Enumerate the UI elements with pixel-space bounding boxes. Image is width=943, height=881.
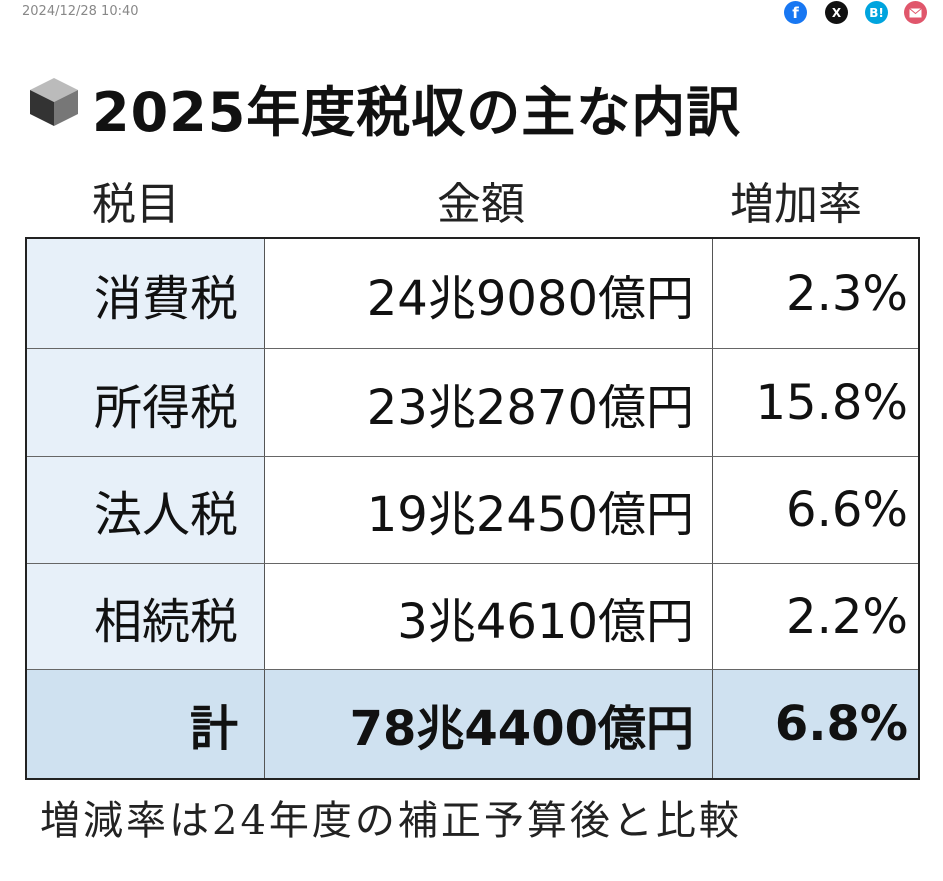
table-row: 相続税 3兆4610億円 2.2% [27, 564, 918, 670]
cube-icon [30, 78, 78, 126]
rate-cell: 2.2% [786, 588, 908, 645]
hatena-share[interactable]: B! [865, 1, 888, 24]
timestamp: 2024/12/28 10:40 [22, 4, 139, 19]
rate-cell: 2.3% [786, 265, 908, 322]
column-header: 増加率 [730, 179, 862, 230]
amount-cell: 19兆2450億円 [265, 457, 713, 563]
table-row: 法人税 19兆2450億円 6.6% [27, 457, 918, 564]
category-cell: 法人税 [27, 457, 265, 563]
category-cell: 消費税 [27, 239, 265, 348]
rate-cell: 15.8% [755, 374, 908, 431]
column-header: 金額 [437, 179, 525, 230]
category-cell: 計 [27, 670, 265, 778]
x-share[interactable]: X [825, 1, 848, 24]
total-row: 計 78兆4400億円 6.8% [27, 670, 918, 778]
mail-icon [909, 7, 922, 17]
amount-cell: 78兆4400億円 [265, 670, 713, 778]
facebook-share[interactable]: f [784, 1, 807, 24]
table: 消費税 24兆9080億円 2.3% 所得税 23兆2870億円 15.8% 法人税 19兆2… [25, 237, 920, 780]
category-cell: 所得税 [27, 349, 265, 456]
amount-cell: 3兆4610億円 [265, 564, 713, 669]
amount-cell: 24兆9080億円 [265, 239, 713, 348]
rate-cell: 6.6% [786, 482, 908, 538]
footnote: 増減率は24年度の補正予算後と比較 [40, 798, 742, 844]
column-header: 税目 [92, 179, 180, 230]
title: 2025年度税収の主な内訳 [92, 81, 742, 144]
mail-share[interactable] [904, 1, 927, 24]
table-row: 所得税 23兆2870億円 15.8% [27, 349, 918, 457]
table-row: 消費税 24兆9080億円 2.3% [27, 239, 918, 349]
category-cell: 相続税 [27, 564, 265, 669]
rate-cell: 6.8% [774, 696, 908, 752]
amount-cell: 23兆2870億円 [265, 349, 713, 456]
